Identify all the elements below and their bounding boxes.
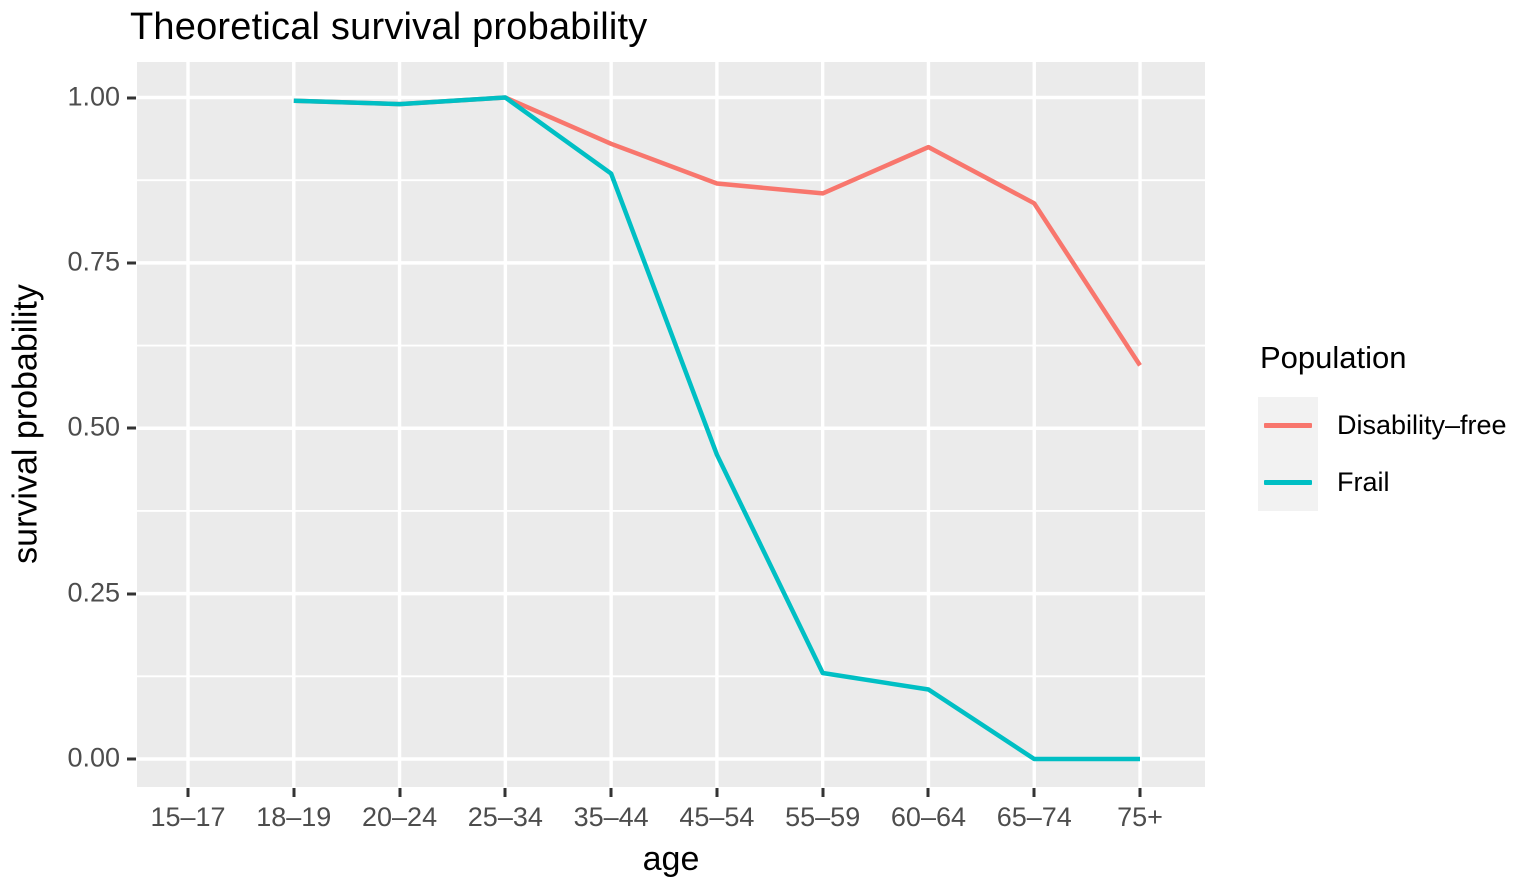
- legend-item-frail: Frail: [1258, 454, 1507, 511]
- x-tick-mark: [715, 788, 719, 797]
- x-tick-mark: [821, 788, 825, 797]
- x-tick-mark: [503, 788, 507, 797]
- x-tick-label: 55–59: [785, 802, 861, 832]
- x-tick-label: 15–17: [150, 802, 226, 832]
- x-tick-label: 45–54: [679, 802, 755, 832]
- x-tick-label: 35–44: [573, 802, 649, 832]
- y-tick-label: 0.25: [67, 576, 120, 607]
- x-tick-label: 25–34: [467, 802, 543, 832]
- y-tick-label: 0.75: [67, 246, 120, 277]
- plot-panel: [137, 62, 1205, 787]
- legend: Population Disability–free Frail: [1258, 340, 1507, 511]
- x-tick-mark: [609, 788, 613, 797]
- x-axis-title: age: [642, 840, 700, 878]
- y-axis-title: survival probability: [6, 284, 45, 564]
- legend-key-box: [1258, 397, 1318, 454]
- y-tick-mark: [127, 426, 136, 430]
- series-line-frail: [293, 95, 1140, 762]
- x-tick-label: 65–74: [996, 802, 1072, 832]
- x-tick-mark: [1138, 788, 1142, 797]
- x-tick-mark: [292, 788, 296, 797]
- x-tick-label: 20–24: [362, 802, 438, 832]
- x-tick-label: 60–64: [890, 802, 966, 832]
- legend-item-label: Disability–free: [1337, 410, 1507, 440]
- y-tick-mark: [127, 592, 136, 596]
- x-tick-label: 75+: [1117, 802, 1163, 832]
- legend-title: Population: [1260, 340, 1407, 375]
- y-tick-label: 0.00: [67, 742, 120, 773]
- legend-item-label: Frail: [1337, 467, 1390, 497]
- y-tick-mark: [127, 96, 136, 99]
- y-tick-mark: [127, 261, 136, 265]
- y-tick-label: 0.50: [67, 411, 120, 442]
- disability-free-line-swatch-icon: [1264, 423, 1312, 428]
- x-tick-mark: [398, 788, 402, 797]
- y-tick-mark: [127, 757, 136, 761]
- panel-background: [137, 62, 1205, 787]
- x-tick-mark: [1032, 788, 1036, 797]
- legend-key-box: [1258, 454, 1318, 511]
- y-tick-label: 1.00: [67, 80, 120, 111]
- x-tick-mark: [926, 788, 930, 797]
- chart-title: Theoretical survival probability: [130, 6, 648, 48]
- x-tick-mark: [186, 788, 190, 797]
- plot-canvas: [137, 62, 1205, 787]
- legend-item-disability-free: Disability–free: [1258, 397, 1507, 454]
- x-tick-label: 18–19: [256, 802, 332, 832]
- frail-line-swatch-icon: [1264, 480, 1312, 485]
